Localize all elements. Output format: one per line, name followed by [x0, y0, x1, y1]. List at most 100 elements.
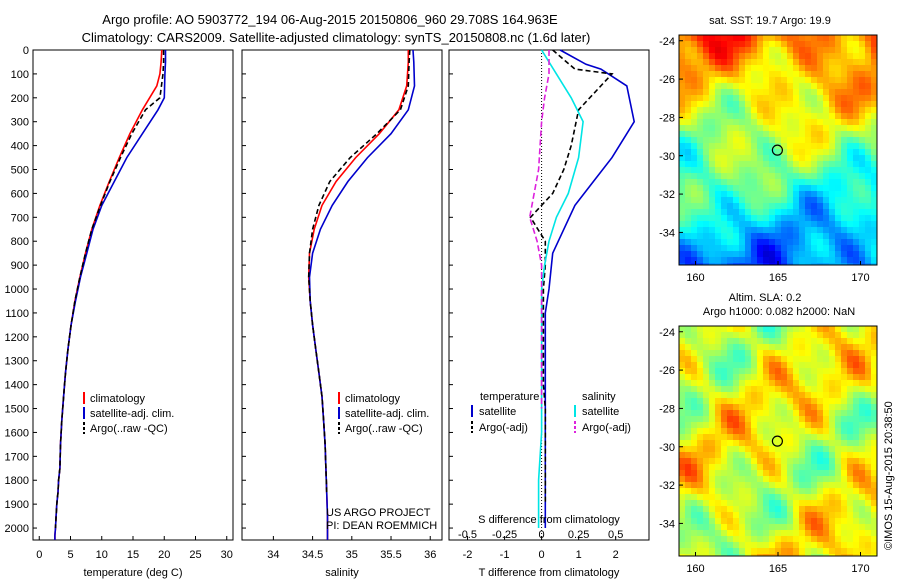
map-cell — [679, 440, 685, 446]
map-cell — [757, 65, 763, 71]
map-cell — [871, 428, 877, 434]
map-cell — [847, 59, 853, 65]
map-cell — [865, 494, 871, 500]
map-cell — [727, 518, 733, 524]
map-cell — [805, 227, 811, 233]
map-cell — [865, 149, 871, 155]
map-cell — [715, 143, 721, 149]
map-cell — [787, 71, 793, 77]
map-cell — [685, 191, 691, 197]
map-cell — [817, 344, 823, 350]
map-cell — [865, 518, 871, 524]
map-cell — [715, 41, 721, 47]
map-cell — [769, 452, 775, 458]
map-cell — [787, 95, 793, 101]
map-cell — [679, 494, 685, 500]
map-cell — [781, 95, 787, 101]
map-cell — [787, 422, 793, 428]
map-cell — [853, 410, 859, 416]
depth-tick-label: 1700 — [5, 451, 29, 463]
map-cell — [751, 125, 757, 131]
map-cell — [799, 77, 805, 83]
map-cell — [697, 251, 703, 257]
map-cell — [853, 530, 859, 536]
map-cell — [835, 263, 841, 265]
map-cell — [781, 227, 787, 233]
map-cell — [685, 53, 691, 59]
map-cell — [697, 506, 703, 512]
map-cell — [793, 464, 799, 470]
map-cell — [697, 119, 703, 125]
map-cell — [709, 404, 715, 410]
map-cell — [865, 227, 871, 233]
map-cell — [853, 434, 859, 440]
map-cell — [721, 380, 727, 386]
map-cell — [691, 107, 697, 113]
map-cell — [679, 350, 685, 356]
map-cell — [787, 518, 793, 524]
map-cell — [847, 173, 853, 179]
map-cell — [841, 488, 847, 494]
map-cell — [805, 173, 811, 179]
map-cell — [829, 239, 835, 245]
map-cell — [817, 101, 823, 107]
map-cell — [805, 191, 811, 197]
map-cell — [823, 185, 829, 191]
map-cell — [733, 512, 739, 518]
map-cell — [727, 482, 733, 488]
map-cell — [757, 71, 763, 77]
map-cell — [709, 59, 715, 65]
map-cell — [817, 434, 823, 440]
map-cell — [799, 446, 805, 452]
map-cell — [853, 35, 859, 41]
map-cell — [763, 125, 769, 131]
map-cell — [841, 410, 847, 416]
map-cell — [739, 500, 745, 506]
map-cell — [679, 185, 685, 191]
map-cell — [817, 518, 823, 524]
map-cell — [751, 458, 757, 464]
map-cell — [691, 83, 697, 89]
map-cell — [679, 392, 685, 398]
map-cell — [787, 107, 793, 113]
map-cell — [805, 512, 811, 518]
map-cell — [679, 398, 685, 404]
map-cell — [817, 179, 823, 185]
map-cell — [769, 197, 775, 203]
map-cell — [817, 506, 823, 512]
map-cell — [769, 488, 775, 494]
map-cell — [703, 263, 709, 265]
salinity-lines — [307, 49, 416, 540]
map-cell — [727, 362, 733, 368]
map-cell — [835, 113, 841, 119]
map-cell — [805, 494, 811, 500]
map-cell — [805, 215, 811, 221]
map-cell — [781, 137, 787, 143]
map-cell — [721, 476, 727, 482]
map-cell — [745, 530, 751, 536]
map-cell — [859, 410, 865, 416]
map-cell — [775, 131, 781, 137]
map-cell — [697, 530, 703, 536]
map-cell — [709, 245, 715, 251]
map-cell — [745, 350, 751, 356]
difference-lines — [528, 49, 636, 528]
map-cell — [781, 161, 787, 167]
map-cell — [769, 167, 775, 173]
map-y-tick-label: -24 — [659, 36, 675, 48]
sst-map — [679, 35, 877, 265]
map-cell — [679, 245, 685, 251]
map-cell — [721, 203, 727, 209]
map-cell — [781, 179, 787, 185]
map-cell — [679, 83, 685, 89]
map-cell — [799, 251, 805, 257]
map-cell — [781, 416, 787, 422]
map-cell — [847, 131, 853, 137]
map-cell — [811, 125, 817, 131]
map-cell — [745, 143, 751, 149]
map-cell — [721, 398, 727, 404]
map-cell — [871, 416, 877, 422]
map-cell — [805, 167, 811, 173]
map-cell — [793, 155, 799, 161]
map-cell — [799, 41, 805, 47]
